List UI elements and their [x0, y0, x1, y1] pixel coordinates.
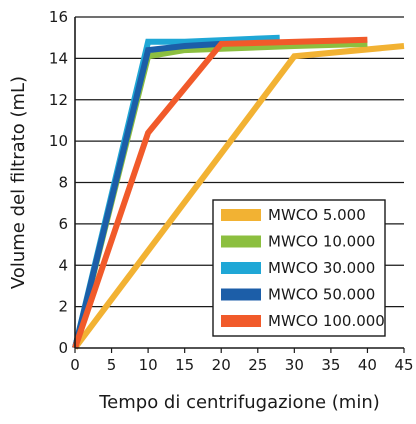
legend-label-2: MWCO 10.000 — [268, 233, 375, 251]
legend-label-5: MWCO 100.000 — [268, 312, 385, 330]
legend-swatch-2 — [221, 235, 261, 248]
legend-swatch-4 — [221, 288, 261, 301]
x-tick-label-4: 20 — [212, 356, 231, 374]
x-tick-label-0: 0 — [70, 356, 80, 374]
series-line-4 — [72, 40, 222, 349]
legend-label-3: MWCO 30.000 — [268, 259, 375, 277]
x-axis-label: Tempo di centrifugazione (min) — [98, 392, 380, 413]
x-tick-label-6: 30 — [285, 356, 304, 374]
x-tick-label-2: 10 — [139, 356, 158, 374]
x-tick-label-1: 5 — [107, 356, 117, 374]
y-tick-label-3: 6 — [58, 215, 68, 233]
legend-label-1: MWCO 5.000 — [268, 206, 366, 224]
y-tick-label-0: 0 — [58, 339, 68, 357]
y-tick-label-6: 12 — [49, 91, 68, 109]
y-tick-label-1: 2 — [58, 298, 68, 316]
y-tick-label-7: 14 — [49, 49, 68, 67]
y-tick-label-8: 16 — [49, 8, 68, 26]
x-tick-label-5: 25 — [248, 356, 267, 374]
legend-swatch-5 — [221, 315, 261, 327]
x-tick-label-8: 40 — [358, 356, 377, 374]
legend-label-4: MWCO 50.000 — [268, 286, 375, 304]
legend: MWCO 5.000 MWCO 10.000 MWCO 30.000 MWCO 50.… — [212, 199, 386, 337]
y-tick-label-2: 4 — [58, 256, 68, 274]
legend-swatch-1 — [221, 209, 261, 221]
series-line-5 — [72, 36, 368, 349]
y-tick-label-5: 10 — [49, 132, 68, 150]
series-line-1 — [72, 43, 405, 350]
legend-swatch-3 — [221, 262, 261, 274]
y-axis-label: Volume del filtrato (mL) — [8, 76, 29, 289]
axes — [74, 17, 405, 353]
x-tick-label-3: 15 — [175, 356, 194, 374]
series-lines — [72, 34, 405, 350]
y-tick-label-4: 8 — [58, 174, 68, 192]
x-tick-label-9: 45 — [394, 356, 413, 374]
tick-labels: 0 2 4 6 8 10 12 14 16 0 5 10 15 20 25 30 35 40 45 — [49, 8, 414, 374]
x-tick-label-7: 35 — [321, 356, 340, 374]
